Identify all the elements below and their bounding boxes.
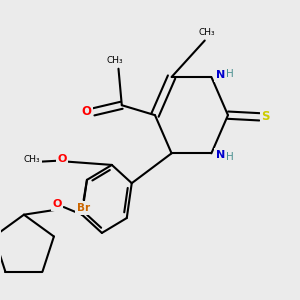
- Text: Br: Br: [77, 203, 90, 213]
- Text: CH₃: CH₃: [24, 155, 40, 164]
- Text: N: N: [216, 150, 225, 160]
- Text: N: N: [216, 70, 225, 80]
- Text: O: O: [52, 199, 62, 209]
- Text: O: O: [81, 105, 91, 118]
- Text: O: O: [57, 154, 67, 164]
- Text: H: H: [226, 69, 233, 79]
- Text: CH₃: CH₃: [107, 56, 124, 65]
- Text: CH₃: CH₃: [199, 28, 215, 37]
- Text: S: S: [261, 110, 270, 123]
- Text: H: H: [226, 152, 233, 162]
